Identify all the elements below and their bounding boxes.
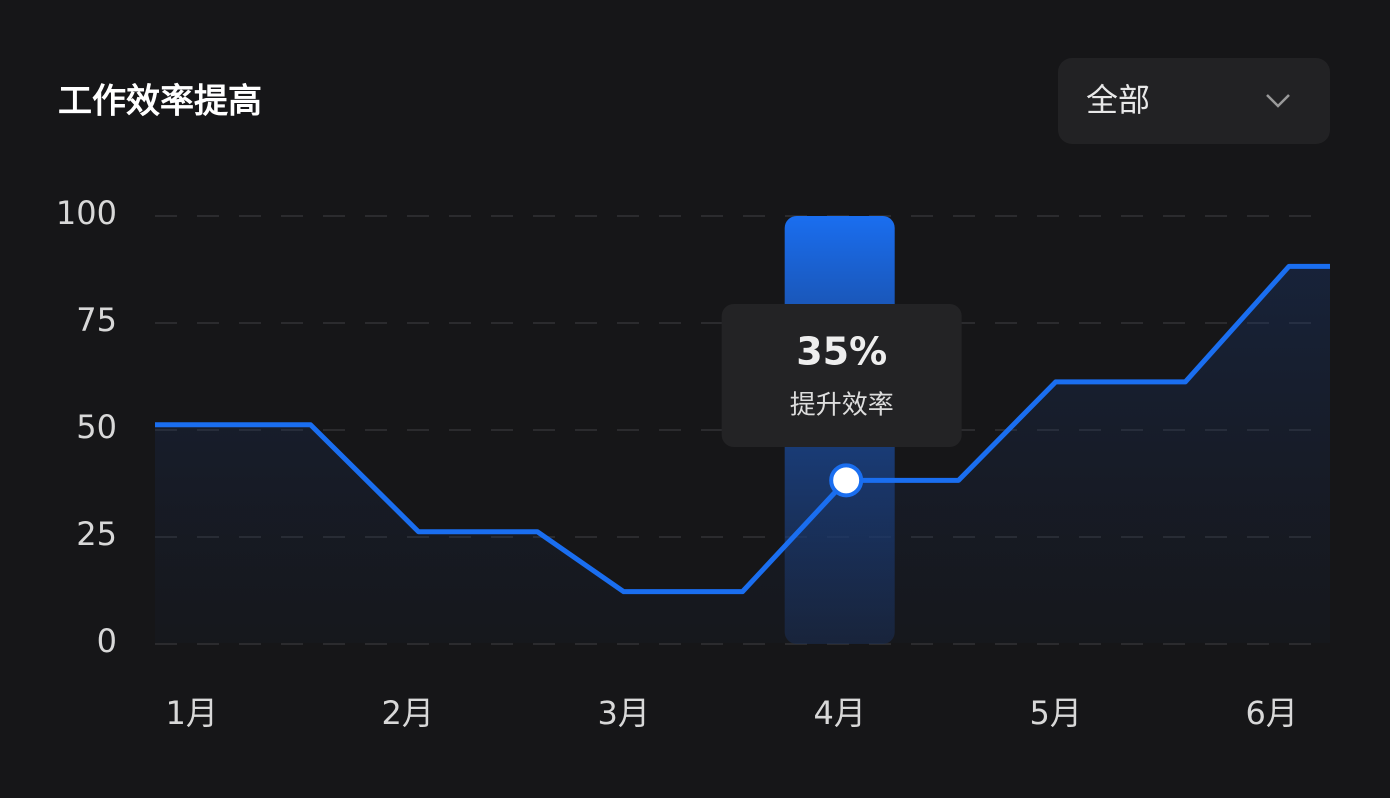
- x-tick-label: 1月: [166, 694, 218, 732]
- tooltip-value: 35%: [796, 330, 887, 374]
- line: [155, 263, 1330, 595]
- tooltip-box: [721, 304, 962, 447]
- chart-title: 工作效率提高: [58, 82, 262, 122]
- plot: 0 25 50 75 100 1月 2月 3月 4月 5月 6月 35% 提升效率: [56, 194, 1330, 732]
- y-tick-label: 100: [56, 194, 117, 232]
- y-tick-label: 25: [76, 515, 117, 553]
- y-tick-label: 50: [76, 408, 117, 446]
- x-tick-label: 2月: [382, 694, 434, 732]
- x-tick-label: 5月: [1030, 694, 1082, 732]
- x-tick-label: 6月: [1245, 694, 1297, 732]
- x-tick-label: 3月: [598, 694, 650, 732]
- y-tick-label: 75: [76, 301, 117, 339]
- highlight-point: [829, 463, 864, 498]
- dropdown-chevron[interactable]: [1266, 94, 1290, 108]
- line-area: [155, 266, 1330, 643]
- dropdown[interactable]: 全部: [1058, 58, 1330, 144]
- x-tick-label: 4月: [814, 694, 866, 732]
- tooltip-label: 提升效率: [790, 391, 894, 421]
- dropdown-label[interactable]: 全部: [1086, 81, 1150, 119]
- dropdown-box[interactable]: [1058, 58, 1330, 144]
- y-tick-label: 0: [97, 622, 117, 660]
- tooltip: 35% 提升效率: [721, 304, 962, 447]
